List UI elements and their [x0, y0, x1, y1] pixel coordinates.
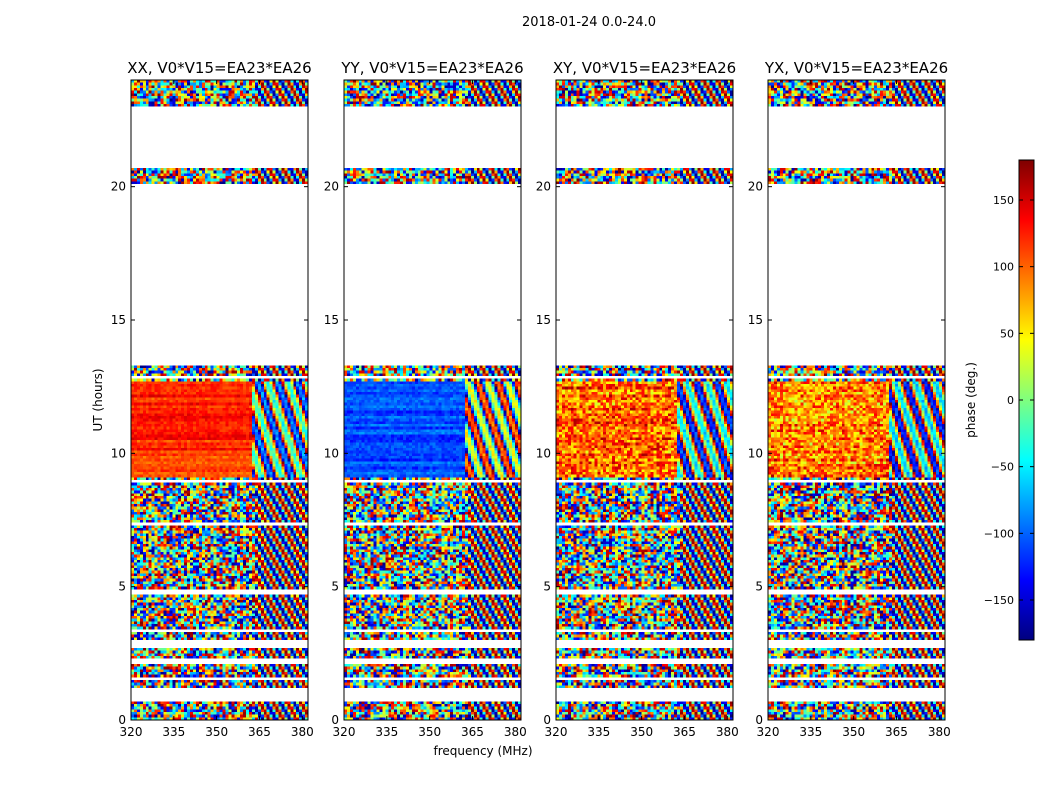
colorbar-tick-label: 50 — [1000, 327, 1014, 340]
panel-3-heatmap — [556, 80, 733, 720]
panel-1-heatmap — [131, 80, 308, 720]
xtick-label: 365 — [673, 725, 696, 739]
panel-4-heatmap — [768, 80, 945, 720]
xtick-label: 320 — [545, 725, 568, 739]
colorbar-tick-label: −100 — [984, 527, 1014, 540]
ytick-label: 10 — [536, 446, 551, 460]
xtick-label: 350 — [418, 725, 441, 739]
ytick-label: 15 — [536, 313, 551, 327]
colorbar: −150 −100 −50 0 50 100 150 phase (deg.) — [964, 159, 1035, 641]
colorbar-tick-label: 150 — [993, 194, 1014, 207]
panel-1: XX, V0*V15=EA23*EA26 0 5 10 15 20 320 335 350 365… — [111, 59, 314, 739]
panels-group: XX, V0*V15=EA23*EA26 0 5 10 15 20 320 335 350 365… — [111, 59, 951, 739]
panel-2-heatmap — [344, 80, 521, 720]
xtick-label: 365 — [885, 725, 908, 739]
x-axis-label: frequency (MHz) — [433, 744, 532, 758]
xtick-label: 320 — [333, 725, 356, 739]
ytick-label: 15 — [324, 313, 339, 327]
panel-4-title: YX, V0*V15=EA23*EA26 — [764, 59, 948, 77]
xtick-label: 350 — [842, 725, 865, 739]
panel-1-frame — [130, 79, 309, 721]
colorbar-ticks: −150 −100 −50 0 50 100 150 — [984, 194, 1034, 607]
colorbar-label: phase (deg.) — [964, 362, 978, 438]
colorbar-tick-label: −50 — [991, 461, 1014, 474]
xtick-label: 365 — [248, 725, 271, 739]
panel-1-title: XX, V0*V15=EA23*EA26 — [127, 59, 311, 77]
ytick-label: 5 — [118, 580, 126, 594]
ytick-label: 20 — [748, 180, 763, 194]
ytick-label: 15 — [748, 313, 763, 327]
xtick-label: 350 — [205, 725, 228, 739]
xtick-label: 380 — [291, 725, 314, 739]
panel-2-frame — [343, 79, 522, 721]
xtick-label: 365 — [461, 725, 484, 739]
ytick-label: 20 — [324, 180, 339, 194]
colorbar-tick-label: 0 — [1007, 394, 1014, 407]
panel-4: YX, V0*V15=EA23*EA26 0 5 10 15 20 320 335 350 365… — [748, 59, 951, 739]
xtick-label: 335 — [375, 725, 398, 739]
xtick-label: 320 — [120, 725, 143, 739]
panel-3: XY, V0*V15=EA23*EA26 0 5 10 15 20 320 335 350 365… — [536, 59, 739, 739]
panel-2: YY, V0*V15=EA23*EA26 0 5 10 15 20 320 335 350 365… — [324, 59, 527, 739]
panel-3-title: XY, V0*V15=EA23*EA26 — [553, 59, 736, 77]
panel-4-frame — [767, 79, 946, 721]
panel-2-title: YY, V0*V15=EA23*EA26 — [340, 59, 523, 77]
ytick-label: 0 — [543, 713, 551, 727]
xtick-label: 320 — [757, 725, 780, 739]
xtick-label: 380 — [928, 725, 951, 739]
ytick-label: 20 — [536, 180, 551, 194]
ytick-label: 0 — [331, 713, 339, 727]
figure-suptitle: 2018-01-24 0.0-24.0 — [522, 15, 656, 30]
panel-3-frame — [555, 79, 734, 721]
ytick-label: 10 — [748, 446, 763, 460]
ytick-label: 0 — [118, 713, 126, 727]
xtick-label: 380 — [504, 725, 527, 739]
colorbar-tick-label: 100 — [993, 261, 1014, 274]
y-axis-label: UT (hours) — [91, 368, 105, 431]
xtick-label: 335 — [162, 725, 185, 739]
ytick-label: 10 — [111, 446, 126, 460]
ytick-label: 20 — [111, 180, 126, 194]
ytick-label: 15 — [111, 313, 126, 327]
xtick-label: 380 — [716, 725, 739, 739]
colorbar-tick-label: −150 — [984, 594, 1014, 607]
ytick-label: 0 — [755, 713, 763, 727]
ytick-label: 5 — [543, 580, 551, 594]
xtick-label: 335 — [799, 725, 822, 739]
xtick-label: 335 — [587, 725, 610, 739]
ytick-label: 10 — [324, 446, 339, 460]
xtick-label: 350 — [630, 725, 653, 739]
ytick-label: 5 — [755, 580, 763, 594]
ytick-label: 5 — [331, 580, 339, 594]
